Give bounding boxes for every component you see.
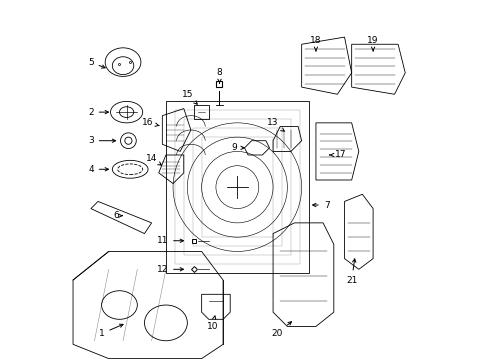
Text: 21: 21: [346, 259, 357, 284]
Text: 17: 17: [329, 150, 346, 159]
Text: 10: 10: [206, 316, 218, 331]
Text: 19: 19: [366, 36, 378, 51]
Text: 1: 1: [99, 324, 123, 338]
Text: 6: 6: [113, 211, 122, 220]
Text: 18: 18: [309, 36, 321, 51]
Text: 11: 11: [156, 236, 183, 245]
Text: 4: 4: [88, 165, 108, 174]
Text: 8: 8: [216, 68, 222, 83]
Text: 9: 9: [230, 143, 244, 152]
Text: 13: 13: [267, 118, 284, 131]
Text: 12: 12: [156, 265, 183, 274]
Text: 20: 20: [270, 322, 291, 338]
Text: 2: 2: [88, 108, 108, 117]
Text: 15: 15: [181, 90, 197, 104]
Text: 7: 7: [312, 201, 329, 210]
Text: 14: 14: [145, 154, 161, 165]
Text: 3: 3: [88, 136, 115, 145]
Text: 5: 5: [88, 58, 105, 68]
Text: 16: 16: [142, 118, 159, 127]
